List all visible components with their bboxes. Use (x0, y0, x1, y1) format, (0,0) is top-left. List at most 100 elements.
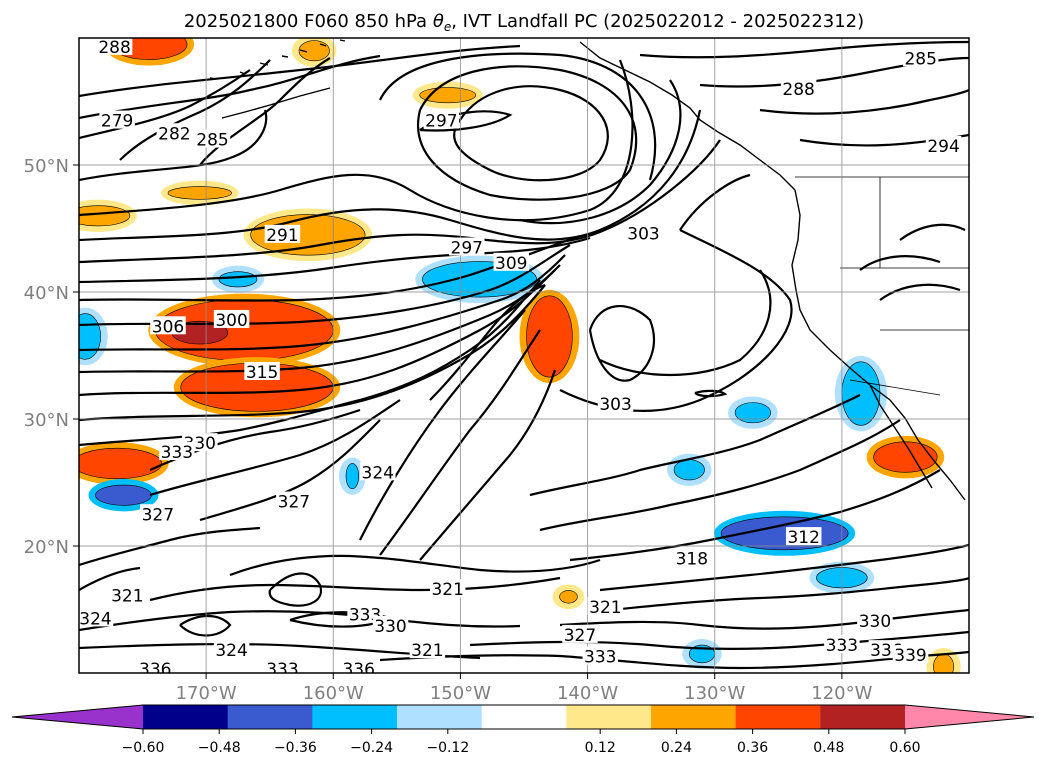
north-america-west-coast (791, 189, 966, 501)
theta-e-isoline (694, 389, 728, 398)
contour-label-background (159, 442, 195, 461)
theta-e-isoline (149, 576, 561, 602)
theta-e-isoline (899, 223, 966, 241)
theta-e-isoline (379, 329, 541, 556)
contour-label-background (582, 646, 619, 665)
contour-label-background (780, 78, 817, 97)
theta-e-isoline (79, 254, 566, 352)
contour-label-background (674, 548, 710, 567)
colorbar-segment (143, 705, 229, 729)
shaded-region (79, 447, 162, 479)
contour-label-background (925, 135, 962, 154)
theta-e-isoline (79, 44, 521, 98)
contour-label-background (429, 579, 466, 598)
x-tick-label: 150°W (430, 683, 491, 704)
contour-label: 321 (411, 641, 443, 661)
contour-label: 327 (564, 626, 596, 646)
contour-label-background (493, 252, 530, 271)
contour-label-background (150, 316, 186, 335)
contour-label: 279 (101, 112, 133, 132)
contour-label: 321 (111, 587, 143, 607)
contour-label-background (79, 608, 114, 627)
north-american-borders (795, 176, 969, 396)
contour-label-background (562, 624, 598, 643)
contour-label-background (194, 129, 231, 148)
coastlines (209, 39, 969, 501)
theta-e-isoline (79, 109, 268, 182)
contour-label: 327 (142, 505, 174, 525)
theta-e-isoline (759, 88, 969, 115)
colorbar-tick-label: −0.12 (426, 740, 469, 756)
title-suffix: , IVT Landfall PC (2025022012 - 20250223… (451, 11, 864, 32)
contour-label-background (409, 640, 446, 659)
theta-e-isoline (599, 543, 969, 592)
contour-label-background (902, 48, 939, 67)
theta-e-isoline (229, 554, 601, 577)
shaded-region (167, 186, 232, 200)
colorbar-segment (227, 705, 313, 729)
baja-california (869, 384, 933, 489)
shaded-region (298, 40, 330, 62)
contour-label-background (213, 309, 250, 328)
shaded-region (933, 653, 955, 673)
colorbar-segment (820, 705, 906, 729)
theta-e-isoline (879, 283, 961, 301)
x-tick-label: 170°W (176, 683, 237, 704)
theta-e-isoline (639, 40, 969, 59)
shaded-region (873, 441, 938, 473)
contour-label-background (140, 504, 176, 523)
colorbar-segment (397, 705, 483, 729)
contour-label-background (99, 110, 135, 129)
contour-label-background (372, 616, 409, 635)
theta-e-isoline (79, 526, 261, 567)
contour-label: 339 (894, 646, 926, 666)
contour-label: 321 (589, 598, 621, 618)
contour-labels: 288 285 288 279 282 285 294 297 291 297 303 309 300 3… (79, 38, 962, 673)
colorbar-tick-label: 0.48 (813, 740, 844, 756)
theta-e-isoline (79, 566, 141, 591)
contour-label-background (824, 635, 860, 654)
contour-label: 288 (782, 80, 814, 100)
theta-e-isoline (859, 255, 941, 271)
alaska-coastline (221, 41, 796, 191)
contour-label-background (276, 491, 312, 510)
colorbar-tick-label: −0.48 (198, 740, 241, 756)
theta-e-isoline (179, 614, 232, 637)
colorbar: −0.60 −0.48 −0.36 −0.24 −0.12 0.12 0.24 0.36 0.4… (11, 704, 1035, 756)
colorbar-segment (735, 705, 821, 729)
x-tick-label: 160°W (303, 683, 364, 704)
theta-e-isoline (569, 469, 941, 562)
contour-label-background (109, 585, 146, 604)
title-symbol: θ (433, 11, 444, 32)
contour-label: 285 (196, 131, 228, 151)
contour-label-background (244, 362, 280, 381)
shaded-region (79, 313, 101, 360)
theta-e-isoline (469, 630, 969, 650)
contour-label: 297 (451, 239, 483, 259)
shaded-region (673, 459, 705, 481)
contour-label: 306 (152, 317, 184, 337)
shaded-region (526, 295, 573, 378)
contour-label-background (785, 527, 822, 546)
colorbar-tick-label: −0.24 (350, 740, 393, 756)
theta-e-isoline (79, 54, 381, 120)
shaded-region (218, 271, 258, 288)
theta-e-isoline (79, 284, 546, 422)
theta-e-isoline (359, 309, 526, 541)
colorbar-segment (566, 705, 652, 729)
shaded-region (345, 463, 360, 490)
contour-label: 282 (158, 124, 190, 144)
theta-e-isoline (609, 576, 969, 612)
contour-label-background (264, 659, 301, 673)
colorbar-extend-min (12, 705, 143, 729)
contour-label: 303 (627, 225, 659, 245)
colorbar-tick-label: −0.36 (274, 740, 317, 756)
contour-label: 330 (859, 612, 891, 632)
theta-e-isoline (79, 59, 634, 222)
theta-e-isoline (539, 419, 901, 532)
theta-e-isoline (79, 109, 702, 242)
map-area: 288 285 288 279 282 285 294 297 291 297 303 309 300 3… (79, 38, 969, 673)
x-axis: 170°W 160°W 150°W 140°W 130°W 120°W (176, 673, 873, 704)
y-tick-label: 20°N (24, 537, 69, 558)
